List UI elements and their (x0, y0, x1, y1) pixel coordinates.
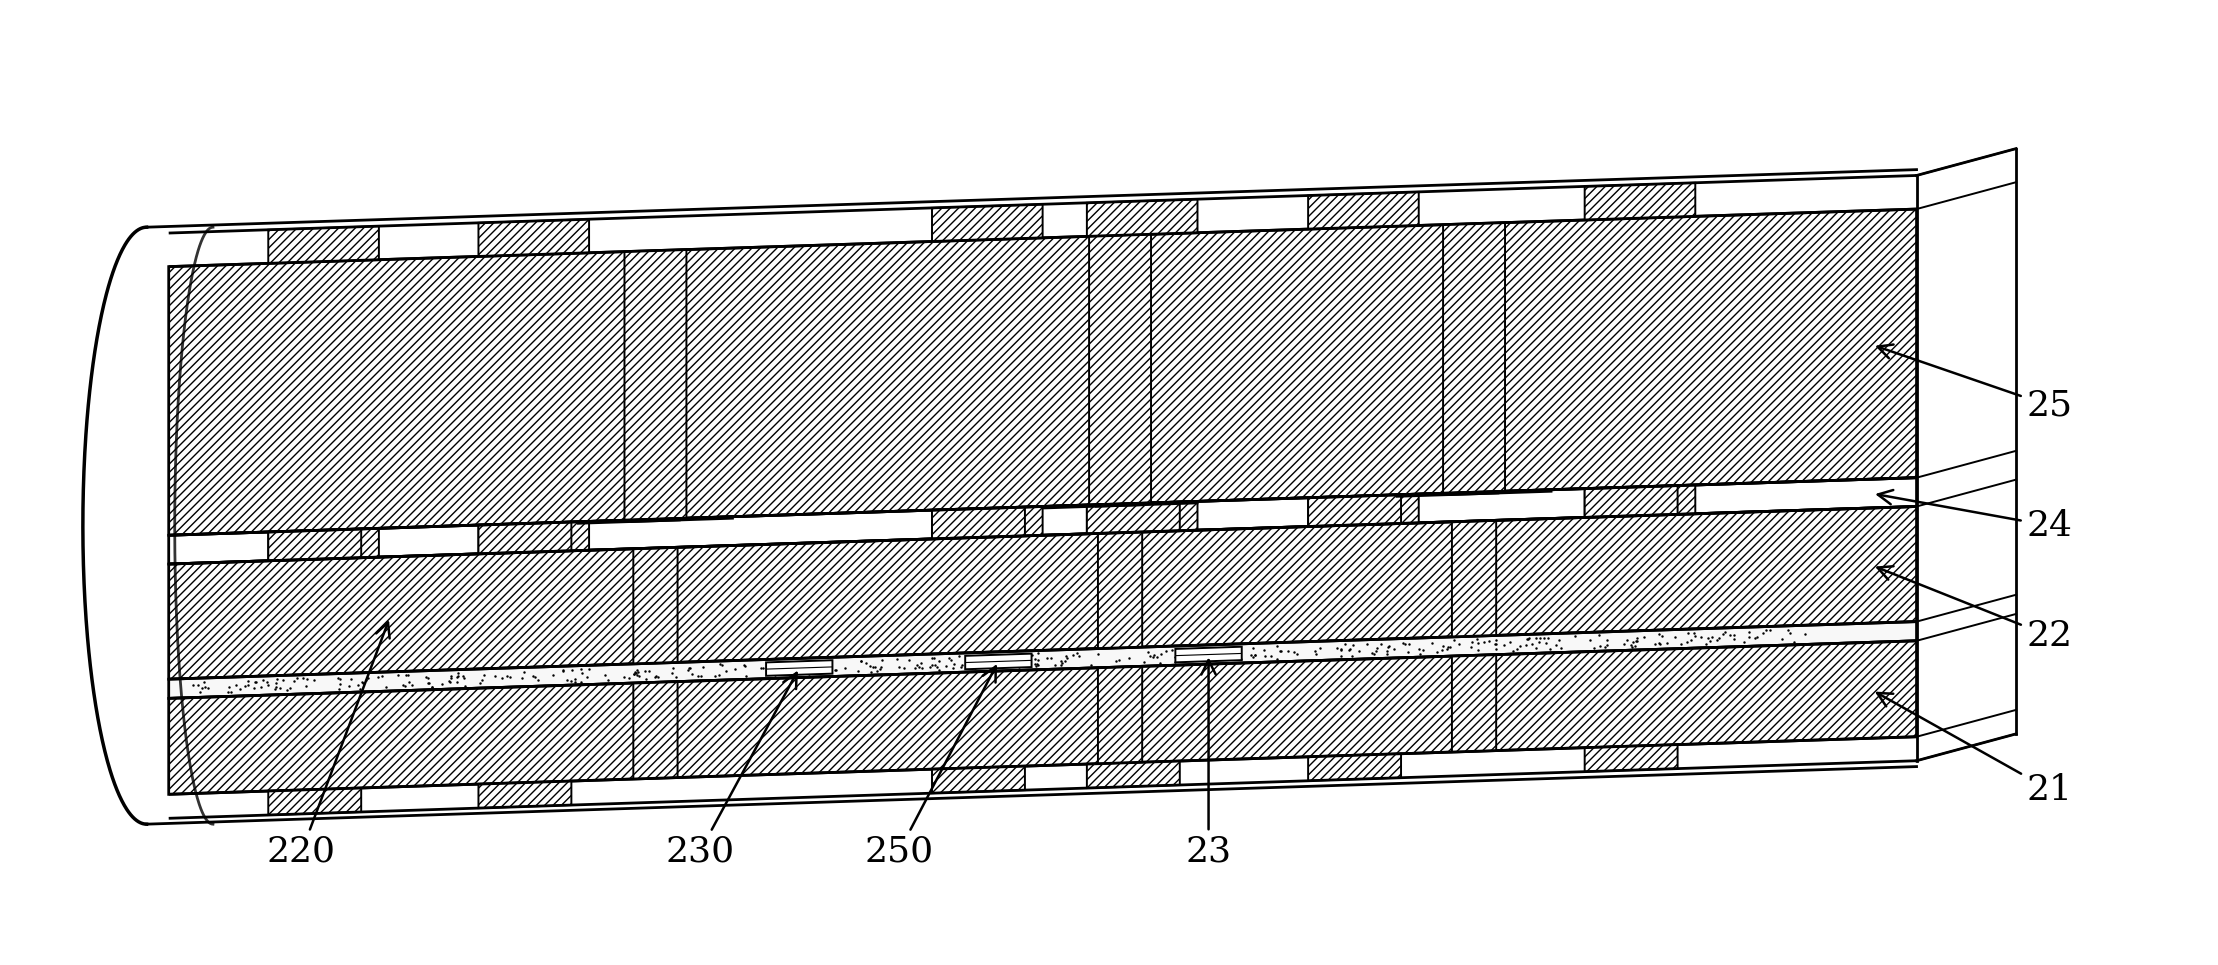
Text: 230: 230 (665, 673, 796, 868)
Polygon shape (634, 547, 676, 664)
Polygon shape (1089, 234, 1151, 505)
Polygon shape (965, 653, 1031, 670)
Polygon shape (1309, 192, 1420, 229)
Polygon shape (625, 250, 685, 520)
Text: 23: 23 (1184, 660, 1231, 868)
Polygon shape (634, 681, 676, 779)
Polygon shape (1087, 761, 1180, 788)
Polygon shape (1096, 503, 1144, 507)
Polygon shape (932, 205, 1042, 241)
Polygon shape (932, 766, 1025, 793)
Polygon shape (1584, 182, 1695, 220)
Polygon shape (1098, 532, 1142, 648)
Polygon shape (765, 660, 832, 676)
Polygon shape (1309, 495, 1402, 527)
Polygon shape (932, 507, 1042, 538)
Polygon shape (169, 209, 1916, 536)
Polygon shape (1087, 502, 1180, 534)
Polygon shape (479, 781, 572, 808)
Polygon shape (268, 226, 379, 263)
Polygon shape (1098, 666, 1142, 763)
Polygon shape (479, 219, 590, 257)
Polygon shape (632, 518, 679, 522)
Text: 250: 250 (865, 667, 996, 868)
Text: 22: 22 (1876, 566, 2072, 653)
Polygon shape (1309, 494, 1420, 527)
Polygon shape (1397, 489, 1550, 497)
Polygon shape (1584, 485, 1695, 517)
Polygon shape (479, 522, 572, 554)
Polygon shape (579, 516, 732, 524)
Polygon shape (268, 788, 362, 815)
Polygon shape (1087, 502, 1198, 534)
Polygon shape (268, 529, 362, 561)
Polygon shape (1584, 485, 1677, 517)
Polygon shape (1453, 654, 1497, 752)
Polygon shape (1451, 491, 1499, 495)
Text: 25: 25 (1879, 345, 2072, 423)
Polygon shape (1453, 520, 1497, 637)
Polygon shape (268, 529, 379, 561)
Polygon shape (1309, 754, 1402, 781)
Polygon shape (169, 478, 1916, 565)
Polygon shape (169, 621, 1916, 699)
Polygon shape (1176, 647, 1242, 662)
Text: 21: 21 (1876, 693, 2072, 807)
Polygon shape (169, 507, 1916, 679)
Polygon shape (169, 641, 1916, 794)
Text: 220: 220 (266, 622, 390, 869)
Polygon shape (479, 521, 590, 554)
Polygon shape (1444, 223, 1506, 493)
Polygon shape (932, 507, 1025, 538)
Polygon shape (1087, 199, 1198, 236)
Text: 24: 24 (1879, 490, 2072, 542)
Polygon shape (1584, 745, 1677, 772)
Polygon shape (1042, 502, 1198, 509)
